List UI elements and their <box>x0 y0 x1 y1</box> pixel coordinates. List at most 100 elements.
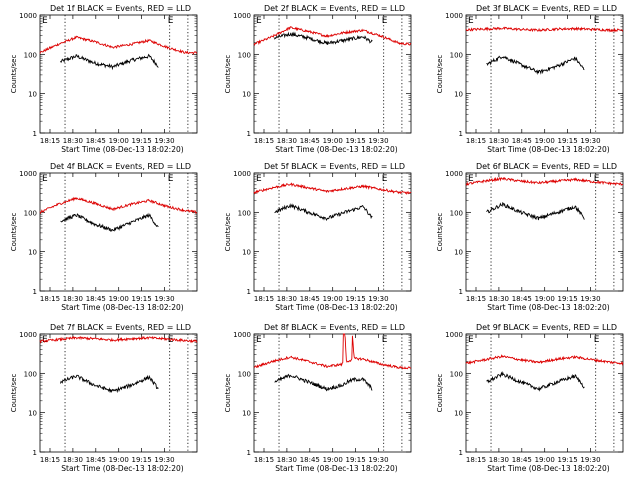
x-tick-label: 18:30 <box>489 456 509 464</box>
x-tick-label: 19:15 <box>558 137 578 145</box>
marker-label-right: E <box>382 174 388 184</box>
y-tick-label: 1 <box>33 288 37 296</box>
x-tick-label: 18:45 <box>300 295 320 303</box>
events-series-line <box>274 203 373 221</box>
plot-frame <box>465 333 624 453</box>
y-tick-label: 10 <box>28 410 37 418</box>
y-tick-label: 1000 <box>445 170 463 178</box>
marker-label-left: E <box>468 16 474 26</box>
marker-label-right: E <box>594 16 600 26</box>
y-tick-label: 100 <box>450 370 463 378</box>
chart-panel-7: Det 7f BLACK = Events, RED = LLD 1 10 100 10… <box>10 323 198 473</box>
x-tick-label: 18:45 <box>512 456 532 464</box>
x-tick-label: 19:30 <box>368 456 388 464</box>
x-tick-label: 18:45 <box>86 295 106 303</box>
x-tick-label: 18:15 <box>254 456 274 464</box>
x-axis-label: Start Time (08-Dec-13 18:02:20) <box>61 303 183 312</box>
x-tick-label: 19:30 <box>154 137 174 145</box>
chart-title: Det 8f BLACK = Events, RED = LLD <box>264 323 405 332</box>
x-tick-label: 19:15 <box>132 295 152 303</box>
y-tick-label: 1000 <box>233 170 251 178</box>
plot-frame <box>39 14 198 134</box>
events-series-line <box>486 201 585 221</box>
x-tick-label: 19:00 <box>323 137 343 145</box>
y-tick-label: 10 <box>454 410 463 418</box>
y-tick-label: 10 <box>242 91 251 99</box>
x-tick-label: 19:30 <box>368 295 388 303</box>
x-tick-label: 18:30 <box>489 137 509 145</box>
marker-label-right: E <box>168 174 174 184</box>
x-tick-label: 18:30 <box>277 137 297 145</box>
y-axis-label: Counts/sec <box>436 55 444 94</box>
x-tick-label: 18:30 <box>277 456 297 464</box>
y-tick-label: 100 <box>238 209 251 217</box>
x-tick-label: 18:30 <box>277 295 297 303</box>
x-axis-label: Start Time (08-Dec-13 18:02:20) <box>487 464 609 473</box>
marker-label-left: E <box>468 174 474 184</box>
x-tick-label: 19:15 <box>346 456 366 464</box>
marker-label-left: E <box>256 174 262 184</box>
marker-label-right: E <box>594 174 600 184</box>
x-tick-label: 19:30 <box>154 456 174 464</box>
chart-panel-2: Det 2f BLACK = Events, RED = LLD 1 10 100 10… <box>224 4 412 154</box>
y-tick-label: 1000 <box>233 331 251 339</box>
marker-label-right: E <box>382 335 388 345</box>
y-tick-label: 1000 <box>19 12 37 20</box>
x-tick-label: 18:15 <box>40 137 60 145</box>
x-tick-label: 19:15 <box>558 295 578 303</box>
y-tick-label: 10 <box>242 249 251 257</box>
lld-series-line <box>465 176 624 187</box>
plot-frame <box>253 333 412 453</box>
x-tick-label: 18:15 <box>466 295 486 303</box>
x-tick-label: 19:30 <box>154 295 174 303</box>
events-series-line <box>274 31 373 45</box>
y-tick-label: 100 <box>24 51 37 59</box>
y-axis-label: Counts/sec <box>224 213 232 252</box>
y-tick-label: 100 <box>238 51 251 59</box>
y-tick-label: 10 <box>28 249 37 257</box>
y-axis-label: Counts/sec <box>10 55 18 94</box>
y-tick-label: 100 <box>450 209 463 217</box>
events-series-line <box>60 212 159 232</box>
x-tick-label: 18:30 <box>63 295 83 303</box>
chart-title: Det 5f BLACK = Events, RED = LLD <box>264 162 405 171</box>
x-axis-label: Start Time (08-Dec-13 18:02:20) <box>275 464 397 473</box>
marker-label-left: E <box>42 335 48 345</box>
x-tick-label: 19:00 <box>109 137 129 145</box>
x-tick-label: 19:00 <box>323 456 343 464</box>
x-tick-label: 19:30 <box>580 137 600 145</box>
events-series-line <box>274 373 373 392</box>
chart-panel-9: Det 9f BLACK = Events, RED = LLD 1 10 100 10… <box>436 323 624 473</box>
chart-title: Det 1f BLACK = Events, RED = LLD <box>50 4 191 13</box>
chart-panel-5: Det 5f BLACK = Events, RED = LLD 1 10 100 10… <box>224 162 412 312</box>
x-tick-label: 19:00 <box>109 456 129 464</box>
y-tick-label: 10 <box>454 249 463 257</box>
y-tick-label: 1 <box>247 449 251 457</box>
chart-panel-8: Det 8f BLACK = Events, RED = LLD 1 10 100 10… <box>224 323 412 473</box>
events-series-line <box>60 53 159 71</box>
x-tick-label: 19:30 <box>580 295 600 303</box>
x-axis-label: Start Time (08-Dec-13 18:02:20) <box>487 303 609 312</box>
x-tick-label: 18:15 <box>40 456 60 464</box>
chart-title: Det 9f BLACK = Events, RED = LLD <box>476 323 617 332</box>
x-tick-label: 19:30 <box>368 137 388 145</box>
y-tick-label: 10 <box>242 410 251 418</box>
x-tick-label: 18:45 <box>300 456 320 464</box>
x-axis-label: Start Time (08-Dec-13 18:02:20) <box>275 145 397 154</box>
chart-panel-3: Det 3f BLACK = Events, RED = LLD 1 10 100 10… <box>436 4 624 154</box>
x-tick-label: 19:00 <box>535 456 555 464</box>
y-tick-label: 1 <box>33 130 37 138</box>
x-tick-label: 18:15 <box>40 295 60 303</box>
events-series-line <box>486 371 585 392</box>
marker-label-right: E <box>168 16 174 26</box>
y-tick-label: 1000 <box>445 12 463 20</box>
y-tick-label: 1000 <box>19 331 37 339</box>
plot-frame <box>465 172 624 292</box>
y-tick-label: 10 <box>28 91 37 99</box>
x-axis-label: Start Time (08-Dec-13 18:02:20) <box>61 145 183 154</box>
x-tick-label: 19:00 <box>535 137 555 145</box>
x-tick-label: 18:15 <box>466 137 486 145</box>
marker-label-left: E <box>42 174 48 184</box>
chart-title: Det 2f BLACK = Events, RED = LLD <box>264 4 405 13</box>
